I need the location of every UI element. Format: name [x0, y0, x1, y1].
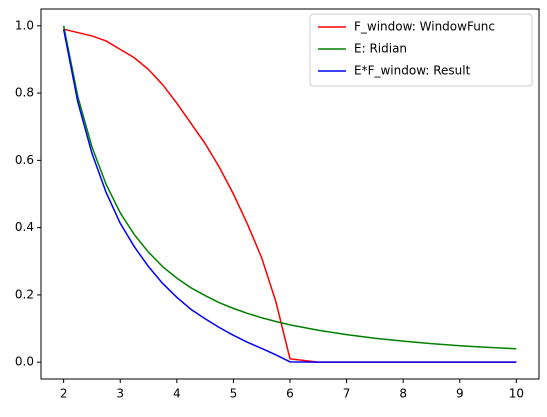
y-tick-label: 0.6 — [15, 153, 34, 167]
x-tick-label: 7 — [343, 387, 351, 401]
y-tick-label: 1.0 — [15, 18, 34, 32]
legend-label: F_window: WindowFunc — [354, 20, 495, 34]
x-tick-label: 9 — [456, 387, 464, 401]
legend-label: E: Ridian — [354, 42, 407, 56]
y-tick-label: 0.4 — [15, 220, 34, 234]
x-tick-label: 5 — [230, 387, 238, 401]
x-tick-label: 3 — [116, 387, 124, 401]
x-tick-label: 6 — [286, 387, 294, 401]
x-tick-label: 2 — [60, 387, 68, 401]
y-tick-label: 0.2 — [15, 287, 34, 301]
legend-box — [309, 13, 533, 87]
legend-label: E*F_window: Result — [354, 64, 471, 78]
x-tick-label: 10 — [509, 387, 524, 401]
line-series — [62, 25, 517, 350]
x-tick-label: 4 — [173, 387, 181, 401]
y-tick-label: 0.8 — [15, 86, 34, 100]
y-tick-label: 0.0 — [15, 355, 34, 369]
line-series — [62, 29, 517, 363]
x-tick-label: 8 — [399, 387, 407, 401]
